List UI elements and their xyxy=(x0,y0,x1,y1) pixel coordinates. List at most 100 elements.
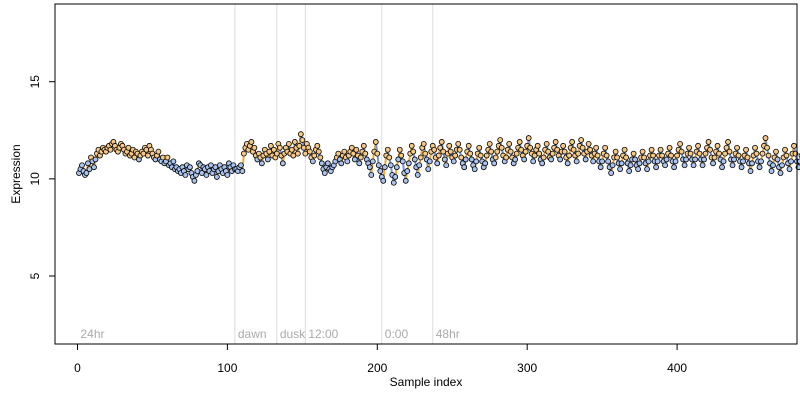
data-point xyxy=(213,174,220,180)
data-point xyxy=(498,144,505,151)
data-point xyxy=(599,158,606,165)
data-point xyxy=(297,131,304,138)
data-point xyxy=(668,152,674,159)
data-point xyxy=(765,152,772,159)
data-point xyxy=(390,179,397,186)
data-point xyxy=(720,158,727,165)
data-point xyxy=(398,152,405,159)
data-point xyxy=(770,162,776,169)
data-point xyxy=(92,156,99,163)
data-point xyxy=(402,177,409,184)
data-point xyxy=(435,152,442,159)
data-point xyxy=(612,148,619,155)
data-point xyxy=(569,139,576,145)
data-point xyxy=(513,150,520,157)
data-point xyxy=(155,148,162,155)
data-point xyxy=(582,156,589,163)
data-point xyxy=(503,154,510,161)
vertical-marker-label: 24hr xyxy=(80,327,104,341)
data-point xyxy=(425,166,432,173)
data-point xyxy=(187,164,193,171)
data-point xyxy=(687,150,694,157)
data-point xyxy=(239,168,246,174)
data-point xyxy=(362,150,369,157)
data-point xyxy=(666,144,673,151)
data-point xyxy=(461,164,468,171)
data-point xyxy=(237,162,244,169)
data-point xyxy=(621,146,628,153)
data-point xyxy=(240,150,247,157)
data-point xyxy=(714,142,721,149)
data-point xyxy=(657,146,664,153)
data-point xyxy=(753,150,760,157)
data-point xyxy=(663,156,670,163)
vertical-marker-label: 48hr xyxy=(436,327,460,341)
data-point xyxy=(777,170,784,176)
data-point xyxy=(635,166,642,173)
data-point xyxy=(473,158,480,165)
data-point xyxy=(351,156,358,163)
data-point xyxy=(467,150,474,157)
data-point xyxy=(701,156,707,163)
data-point xyxy=(203,172,210,178)
data-point xyxy=(294,150,301,157)
data-point xyxy=(393,164,400,171)
data-point xyxy=(291,139,298,145)
data-point xyxy=(696,150,703,157)
data-point xyxy=(725,139,731,145)
y-axis: 5 10 15 xyxy=(28,75,56,279)
data-point xyxy=(719,164,725,171)
data-point xyxy=(338,160,345,167)
data-point xyxy=(384,146,391,153)
data-point xyxy=(608,170,615,176)
data-point xyxy=(416,162,423,169)
data-point xyxy=(248,139,255,145)
data-point xyxy=(729,162,736,169)
data-point xyxy=(534,142,541,149)
data-point xyxy=(783,152,790,159)
data-point xyxy=(764,144,770,151)
data-point xyxy=(710,160,716,167)
data-point xyxy=(632,156,639,163)
data-point xyxy=(491,160,498,167)
data-point xyxy=(585,140,592,147)
data-point xyxy=(716,150,722,157)
data-point xyxy=(79,162,85,169)
data-point xyxy=(536,150,543,157)
data-point xyxy=(735,152,742,159)
data-point xyxy=(786,166,793,173)
data-point xyxy=(492,154,499,161)
data-point xyxy=(645,158,652,165)
data-point xyxy=(270,146,277,153)
data-point xyxy=(674,152,680,159)
data-point xyxy=(686,144,692,151)
data-point xyxy=(465,142,472,149)
x-tick-label: 100 xyxy=(217,361,237,375)
data-point xyxy=(471,166,478,173)
data-point xyxy=(377,168,384,174)
data-point xyxy=(476,144,483,151)
y-axis-label: Expression xyxy=(9,144,23,203)
data-point xyxy=(315,148,322,155)
data-point xyxy=(83,170,90,176)
x-axis-label: Sample index xyxy=(390,375,463,389)
data-point xyxy=(251,144,258,151)
x-axis: 0 100 200 300 400 xyxy=(74,343,687,375)
x-tick-label: 400 xyxy=(667,361,687,375)
data-point xyxy=(380,177,387,184)
data-point xyxy=(392,174,399,180)
data-point xyxy=(779,162,785,169)
x-tick-label: 300 xyxy=(517,361,537,375)
data-point xyxy=(344,158,351,165)
data-point xyxy=(648,146,655,153)
data-point xyxy=(650,152,656,159)
data-point xyxy=(404,168,411,174)
data-point xyxy=(455,140,462,147)
data-point xyxy=(774,156,781,163)
data-point xyxy=(672,158,679,165)
data-point xyxy=(321,170,328,176)
data-point xyxy=(743,146,749,153)
data-point xyxy=(182,172,189,178)
data-point xyxy=(552,139,559,145)
data-point xyxy=(441,156,448,163)
